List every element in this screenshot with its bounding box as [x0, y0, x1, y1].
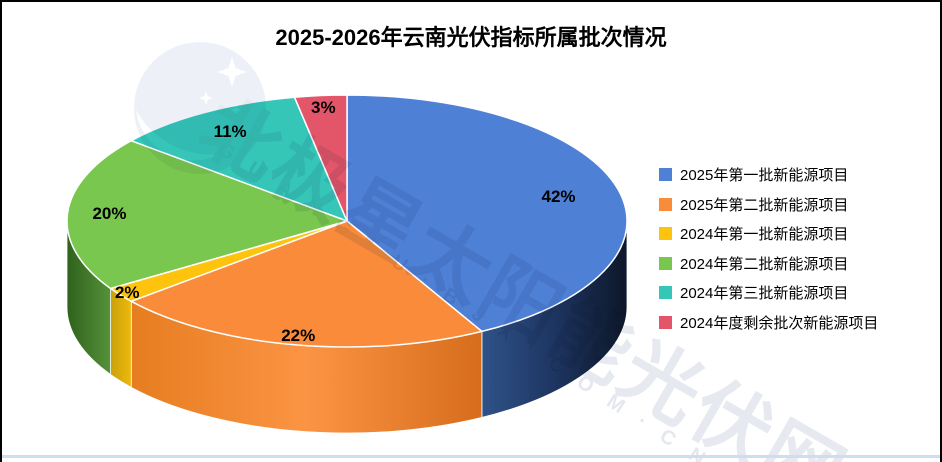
- legend-label: 2025年第一批新能源项目: [680, 167, 849, 185]
- legend-item: 2024年第一批新能源项目: [659, 219, 878, 249]
- slice-percent-label: 42%: [541, 186, 576, 206]
- legend-item: 2025年第二批新能源项目: [659, 190, 878, 220]
- pie-side-walls: [66, 220, 628, 434]
- bottom-divider: [2, 455, 940, 458]
- legend-swatch: [659, 256, 672, 270]
- chart-title: 2025-2026年云南光伏指标所属批次情况: [275, 25, 667, 50]
- legend-item: 2024年第二批新能源项目: [659, 249, 878, 279]
- legend-swatch: [659, 286, 672, 300]
- legend-item: 2024年第三批新能源项目: [659, 278, 878, 308]
- legend-swatch: [659, 168, 672, 182]
- legend-swatch: [659, 227, 672, 241]
- legend: 2025年第一批新能源项目 2025年第二批新能源项目 2024年第一批新能源项目 2…: [659, 160, 878, 337]
- pie-slice: [346, 94, 628, 333]
- legend-item: 2024年度剩余批次新能源项目: [659, 308, 878, 338]
- pie-slice: [130, 220, 483, 348]
- pie-top-faces: [66, 94, 628, 348]
- slice-percent-label: 2%: [114, 282, 140, 302]
- pie-slice: [66, 139, 348, 290]
- pie-slice: [293, 94, 348, 222]
- legend-label: 2024年度剩余批次新能源项目: [680, 314, 879, 332]
- legend-label: 2024年第一批新能源项目: [680, 226, 849, 244]
- pie-slice-side: [110, 287, 132, 388]
- legend-label: 2024年第二批新能源项目: [680, 255, 849, 273]
- legend-label: 2025年第二批新能源项目: [680, 196, 849, 214]
- slice-percent-label: 22%: [281, 326, 316, 346]
- legend-swatch: [659, 315, 672, 329]
- slice-percent-label: 20%: [92, 204, 127, 224]
- slice-percent-label: 3%: [310, 98, 336, 118]
- legend-label: 2024年第三批新能源项目: [680, 285, 849, 303]
- slice-percent-label: 11%: [213, 122, 247, 142]
- legend-item: 2025年第一批新能源项目: [659, 160, 878, 190]
- legend-swatch: [659, 197, 672, 211]
